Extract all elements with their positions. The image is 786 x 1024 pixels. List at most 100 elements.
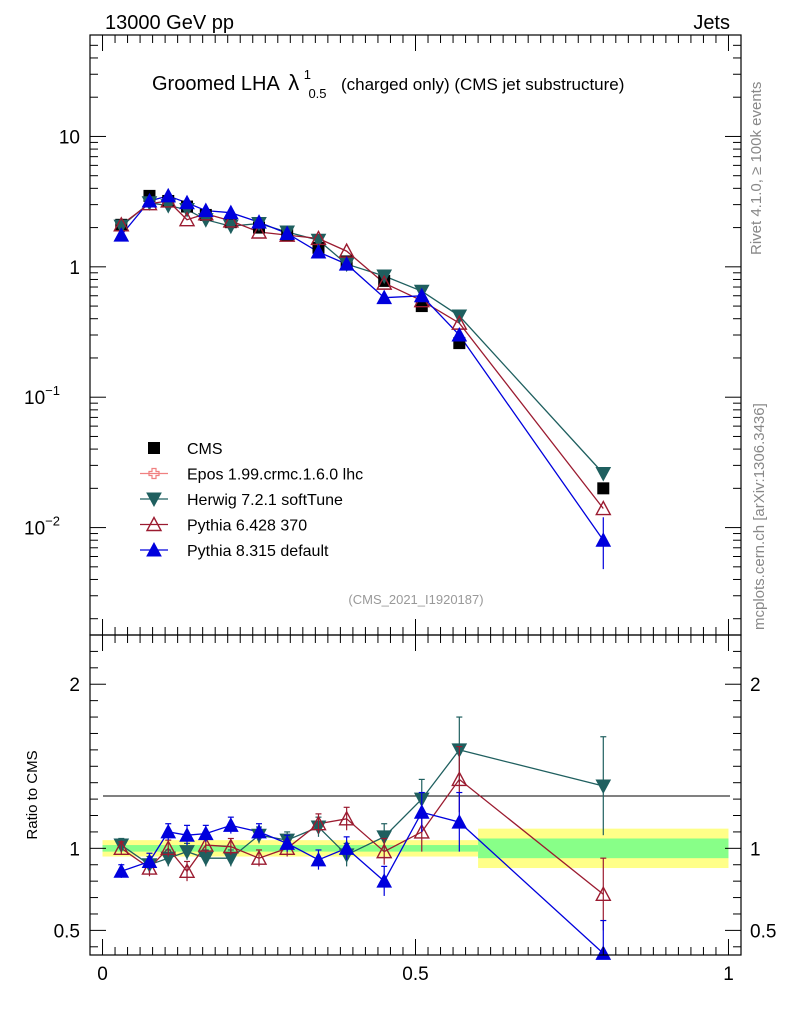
main-data-point — [338, 256, 355, 271]
ratio-series-points — [113, 716, 612, 960]
ratio-data-point — [338, 810, 355, 826]
ratio-axis-ticks — [90, 635, 741, 955]
main-data-point — [597, 482, 610, 495]
ratio-data-point — [250, 849, 268, 865]
ratio-data-point — [451, 814, 468, 829]
main-data-point — [222, 212, 240, 228]
main-axis-ticks — [90, 34, 741, 635]
main-data-point — [595, 466, 612, 482]
ratio-data-point — [197, 825, 214, 841]
ratio-data-point — [376, 843, 393, 859]
ratio-data-point — [179, 845, 195, 860]
main-series-line — [120, 195, 604, 541]
main-data-point — [160, 187, 177, 203]
ratio-y-tick-label-right: 1 — [750, 839, 761, 860]
legend-label: Epos 1.99.crmc.1.6.0 lhc — [187, 467, 363, 484]
ratio-data-point — [197, 836, 214, 852]
ratio-data-point — [413, 804, 430, 819]
main-y-tick-label: 10 — [59, 127, 80, 148]
main-y-tick-label: 10−1 — [24, 383, 60, 409]
ratio-data-point — [160, 823, 177, 839]
ratio-data-point — [595, 779, 612, 795]
ratio-panel: 2 21 10.5 0.5 0 0.5 1 Ratio to CMS — [24, 634, 777, 985]
ratio-data-point — [113, 839, 130, 856]
ratio-data-point — [178, 862, 196, 879]
ratio-data-point — [451, 770, 468, 787]
main-data-point — [413, 287, 430, 303]
ratio-data-point — [141, 853, 158, 868]
ratio-y-tick-label: 1 — [69, 839, 80, 860]
main-data-point — [279, 225, 296, 241]
main-data-point — [310, 243, 327, 259]
header-jets: Jets — [693, 12, 730, 34]
main-title-sup: 1 — [304, 67, 311, 82]
legend-label: Pythia 6.428 370 — [187, 518, 307, 535]
ratio-data-point — [338, 840, 355, 855]
ratio-data-point — [222, 838, 240, 854]
ratio-y-tick-label: 2 — [69, 675, 80, 696]
main-data-point — [141, 192, 158, 208]
main-data-point — [178, 211, 196, 227]
legend-marker — [146, 541, 162, 557]
ratio-data-point — [179, 827, 195, 842]
main-series-points — [113, 187, 612, 570]
ratio-data-point — [160, 839, 177, 856]
ratio-band-inner — [478, 838, 729, 859]
main-data-point — [595, 500, 612, 516]
ratio-data-point — [113, 863, 130, 878]
legend-marker — [145, 516, 163, 532]
main-y-tick-labels: 10 1 10−1 10−2 — [24, 127, 80, 539]
ratio-x-tick-label: 0 — [97, 964, 108, 985]
main-title-text: Groomed LHA — [152, 73, 280, 95]
ratio-data-point — [376, 873, 393, 888]
ratio-data-point — [251, 823, 267, 839]
ratio-x-tick-label: 1 — [723, 964, 734, 985]
ratio-data-point — [413, 823, 430, 839]
main-title-lambda: λ — [288, 70, 299, 95]
main-title-sub: 0.5 — [308, 86, 326, 101]
main-series-line — [120, 202, 604, 474]
ratio-data-point — [310, 815, 327, 831]
header-energy: 13000 GeV pp — [105, 12, 234, 34]
ratio-frame — [89, 634, 742, 956]
legend-marker — [148, 442, 160, 454]
ratio-y-tick-label-right: 2 — [750, 675, 761, 696]
main-data-point — [251, 214, 267, 229]
legend-label: CMS — [187, 441, 223, 458]
legend-label: Pythia 8.315 default — [187, 543, 329, 560]
ratio-ylabel: Ratio to CMS — [24, 750, 41, 839]
main-y-tick-label: 1 — [69, 258, 80, 279]
main-series-lines — [120, 195, 604, 541]
main-title: Groomed LHA λ 1 0.5 (charged only) (CMS … — [152, 66, 624, 102]
legend-marker — [146, 492, 162, 508]
side-label-mcplots: mcplots.cern.ch [arXiv:1306.3436] — [751, 403, 768, 630]
ratio-x-tick-label: 0.5 — [402, 964, 428, 985]
main-data-point — [376, 274, 393, 290]
legend: CMS Epos 1.99.crmc.1.6.0 lhc Herwig 7.2.1 … — [140, 441, 363, 560]
ratio-y-tick-label: 0.5 — [54, 921, 80, 942]
main-panel: Groomed LHA λ 1 0.5 (charged only) (CMS … — [24, 34, 742, 636]
main-data-point — [179, 194, 195, 210]
main-data-point — [113, 227, 130, 242]
ratio-data-point — [376, 830, 393, 845]
main-title-suffix: (charged only) (CMS jet substructure) — [341, 75, 624, 94]
watermark: (CMS_2021_I1920187) — [348, 592, 483, 607]
legend-label: Herwig 7.2.1 softTune — [187, 492, 343, 509]
main-data-point — [451, 326, 468, 342]
main-series-line — [120, 200, 604, 509]
legend-marker — [148, 467, 160, 480]
ratio-y-tick-label-right: 0.5 — [750, 921, 776, 942]
ratio-data-point — [279, 835, 296, 850]
ratio-data-point — [223, 817, 239, 832]
ratio-data-point — [310, 851, 327, 867]
ratio-y-tick-labels: 2 2 1 1 0.5 0.5 — [54, 675, 777, 942]
main-data-point — [223, 204, 239, 220]
main-y-tick-label: 10−2 — [24, 514, 60, 540]
main-data-point — [250, 223, 268, 239]
ratio-data-point — [595, 885, 612, 901]
main-data-point — [595, 532, 612, 547]
main-data-point — [376, 289, 393, 305]
side-label-rivet: Rivet 4.1.0, ≥ 100k events — [748, 82, 765, 255]
ratio-x-tick-labels: 0 0.5 1 — [97, 964, 734, 985]
